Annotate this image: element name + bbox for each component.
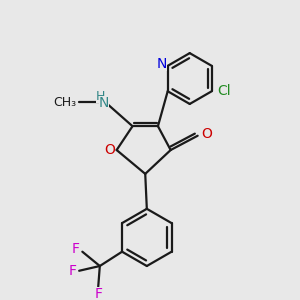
Text: CH₃: CH₃ <box>54 96 77 109</box>
Text: F: F <box>71 242 79 256</box>
Text: O: O <box>201 127 212 141</box>
Text: N: N <box>157 57 167 71</box>
Text: H: H <box>96 90 105 103</box>
Text: O: O <box>104 143 115 157</box>
Text: N: N <box>99 96 109 110</box>
Text: Cl: Cl <box>217 84 231 98</box>
Text: F: F <box>68 264 76 278</box>
Text: F: F <box>94 286 102 300</box>
